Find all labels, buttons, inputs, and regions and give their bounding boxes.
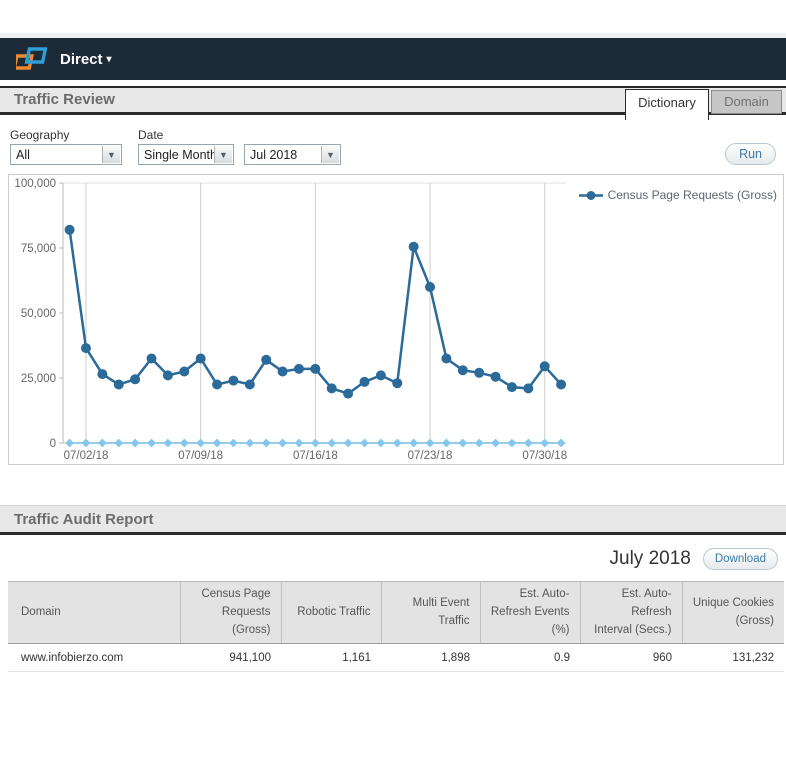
date-type-selected-value: Single Month — [144, 147, 217, 162]
date-type-select[interactable]: Single Month ▼ — [138, 144, 234, 165]
cell-domain: www.infobierzo.com — [8, 643, 180, 673]
app-menu-label: Direct — [60, 50, 103, 68]
traffic-chart: 0 25,000 50,000 75,000 100,000 07/02/18 07/09/… — [8, 174, 784, 465]
report-period: July 2018 — [609, 548, 691, 569]
month-selected-value: Jul 2018 — [250, 147, 298, 162]
svg-text:07/30/18: 07/30/18 — [522, 450, 567, 462]
legend-label: Census Page Requests (Gross) — [607, 188, 777, 202]
chevron-down-icon: ▼ — [214, 146, 232, 163]
page-header: Traffic Review Dictionary Domain — [0, 86, 786, 120]
cell-census-page-requests: 941,100 — [180, 643, 281, 673]
traffic-chart-svg: 0 25,000 50,000 75,000 100,000 07/02/18 07/09/… — [14, 178, 567, 462]
date-label: Date — [138, 128, 164, 142]
cell-unique-cookies: 131,232 — [682, 643, 784, 673]
svg-text:07/09/18: 07/09/18 — [178, 450, 223, 462]
cell-auto-refresh-interval: 960 — [580, 643, 682, 673]
header-divider — [0, 112, 786, 115]
table-row: www.infobierzo.com 941,100 1,161 1,898 0… — [8, 643, 784, 673]
chart-legend: Census Page Requests (Gross) — [578, 188, 777, 202]
col-header-robotic-traffic: Robotic Traffic — [281, 580, 382, 645]
tab-domain[interactable]: Domain — [711, 90, 782, 114]
cell-multi-event-traffic: 1,898 — [381, 643, 480, 673]
report-title: Traffic Audit Report — [14, 511, 154, 528]
filter-bar: Geography All ▼ Date Single Month ▼ Jul … — [10, 128, 778, 165]
col-header-auto-refresh-events: Est. Auto-Refresh Events (%) — [480, 580, 581, 645]
svg-text:25,000: 25,000 — [21, 373, 56, 385]
svg-text:07/23/18: 07/23/18 — [408, 450, 453, 462]
col-header-auto-refresh-interval: Est. Auto-Refresh Interval (Secs.) — [580, 580, 683, 645]
svg-text:50,000: 50,000 — [21, 308, 56, 320]
app-menu-direct[interactable]: Direct ▾ — [60, 51, 112, 68]
tab-dictionary[interactable]: Dictionary — [625, 89, 709, 120]
svg-text:100,000: 100,000 — [14, 178, 56, 190]
cell-auto-refresh-events: 0.9 — [480, 643, 580, 673]
svg-text:75,000: 75,000 — [21, 243, 56, 255]
col-header-domain: Domain — [8, 580, 181, 645]
geography-select[interactable]: All ▼ — [10, 144, 122, 165]
svg-text:07/02/18: 07/02/18 — [64, 450, 109, 462]
cell-robotic-traffic: 1,161 — [281, 643, 381, 673]
run-button[interactable]: Run — [725, 143, 776, 165]
report-header: Traffic Audit Report — [0, 505, 786, 535]
legend-line-marker-icon — [578, 190, 603, 200]
svg-text:0: 0 — [50, 438, 56, 450]
geography-selected-value: All — [16, 147, 30, 162]
top-strip — [0, 33, 786, 38]
period-row: July 2018 Download — [0, 547, 778, 571]
col-header-multi-event-traffic: Multi Event Traffic — [381, 580, 481, 645]
month-select[interactable]: Jul 2018 ▼ — [244, 144, 341, 165]
comscore-logo-icon — [16, 47, 48, 70]
table-header-row: Domain Census Page Requests (Gross) Robo… — [8, 580, 784, 645]
geography-filter-group: Geography All ▼ — [10, 128, 122, 165]
chevron-down-icon: ▼ — [102, 146, 120, 163]
traffic-audit-table: Domain Census Page Requests (Gross) Robo… — [8, 580, 784, 673]
top-whitespace — [0, 0, 786, 33]
geography-label: Geography — [10, 128, 70, 142]
chevron-down-icon: ▾ — [106, 53, 112, 65]
page-title: Traffic Review — [14, 91, 115, 108]
svg-text:07/16/18: 07/16/18 — [293, 450, 338, 462]
col-header-unique-cookies: Unique Cookies (Gross) — [682, 580, 784, 645]
download-button[interactable]: Download — [702, 548, 778, 570]
navbar: Direct ▾ — [0, 38, 786, 80]
col-header-census-page-requests: Census Page Requests (Gross) — [180, 580, 282, 645]
chevron-down-icon: ▼ — [321, 146, 339, 163]
date-filter-group: Date Single Month ▼ Jul 2018 ▼ — [138, 128, 341, 165]
